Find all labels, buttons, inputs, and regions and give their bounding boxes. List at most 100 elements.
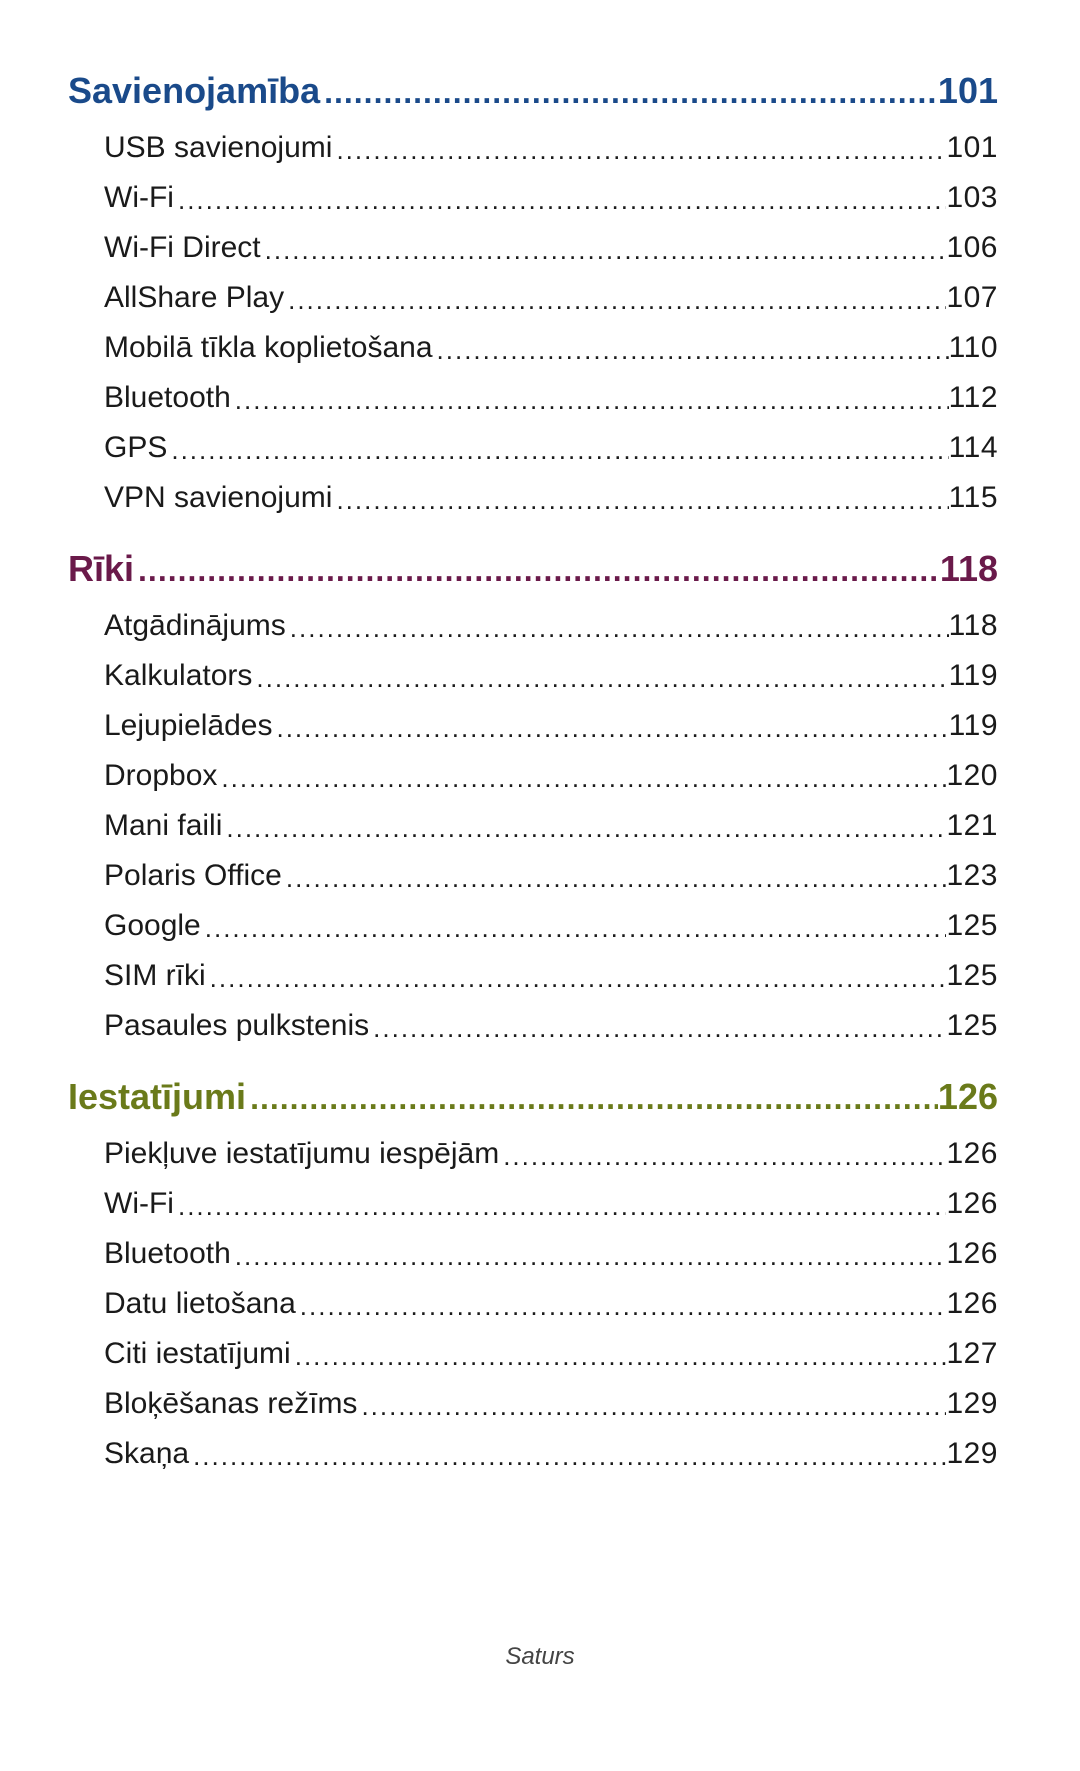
- sub-page: 127: [946, 1336, 998, 1372]
- sub-page: 119: [949, 658, 998, 694]
- sub-title: Pasaules pulkstenis: [104, 1008, 369, 1044]
- sub-title: GPS: [104, 430, 167, 466]
- leader-dots: ........................................…: [261, 235, 947, 266]
- toc-subitem[interactable]: GPS.....................................…: [104, 430, 998, 466]
- leader-dots: ........................................…: [357, 1391, 946, 1422]
- leader-dots: ........................................…: [291, 1341, 947, 1372]
- sub-page: 129: [946, 1436, 998, 1472]
- sub-page: 123: [946, 858, 998, 894]
- section-header[interactable]: Savienojamība...........................…: [68, 70, 998, 112]
- leader-dots: ........................................…: [222, 813, 946, 844]
- sub-title: Bluetooth: [104, 1236, 231, 1272]
- sub-page: 119: [949, 708, 998, 744]
- toc-subitem[interactable]: Lejupielādes............................…: [104, 708, 998, 744]
- toc-subitem[interactable]: Bluetooth...............................…: [104, 380, 998, 416]
- toc-subitem[interactable]: Wi-Fi...................................…: [104, 180, 998, 216]
- toc-subitem[interactable]: Dropbox.................................…: [104, 758, 998, 794]
- toc-subitem[interactable]: Piekļuve iestatījumu iespējām...........…: [104, 1136, 998, 1172]
- leader-dots: ........................................…: [134, 552, 940, 589]
- leader-dots: ........................................…: [201, 913, 947, 944]
- leader-dots: ........................................…: [174, 1191, 946, 1222]
- toc-subitem[interactable]: Skaņa...................................…: [104, 1436, 998, 1472]
- toc-subitem[interactable]: Wi-Fi...................................…: [104, 1186, 998, 1222]
- toc-subitem[interactable]: Mani faili..............................…: [104, 808, 998, 844]
- leader-dots: ........................................…: [174, 185, 946, 216]
- toc-subitem[interactable]: Bloķēšanas režīms.......................…: [104, 1386, 998, 1422]
- sub-title: Dropbox: [104, 758, 217, 794]
- sub-page: 112: [949, 380, 998, 416]
- sub-title: Google: [104, 908, 201, 944]
- leader-dots: ........................................…: [231, 385, 949, 416]
- sub-page: 126: [946, 1236, 998, 1272]
- sub-title: USB savienojumi: [104, 130, 332, 166]
- toc-subitem[interactable]: AllShare Play...........................…: [104, 280, 998, 316]
- sub-title: Wi-Fi Direct: [104, 230, 261, 266]
- leader-dots: ........................................…: [217, 763, 946, 794]
- section-header[interactable]: Iestatījumi.............................…: [68, 1076, 998, 1118]
- toc-subitem[interactable]: VPN savienojumi.........................…: [104, 480, 998, 516]
- sub-page: 106: [946, 230, 998, 266]
- sub-page: 125: [946, 958, 998, 994]
- sub-title: Datu lietošana: [104, 1286, 296, 1322]
- toc-subitem[interactable]: Bluetooth...............................…: [104, 1236, 998, 1272]
- sub-page: 115: [949, 480, 998, 516]
- leader-dots: ........................................…: [206, 963, 947, 994]
- toc-subitem[interactable]: SIM rīki................................…: [104, 958, 998, 994]
- toc-section: Rīki....................................…: [68, 548, 998, 1044]
- sub-page: 129: [946, 1386, 998, 1422]
- sub-title: Bluetooth: [104, 380, 231, 416]
- sub-page: 107: [946, 280, 998, 316]
- toc-subitem[interactable]: Atgādinājums............................…: [104, 608, 998, 644]
- sub-title: AllShare Play: [104, 280, 284, 316]
- toc-subitem[interactable]: Wi-Fi Direct............................…: [104, 230, 998, 266]
- toc-subitem[interactable]: Polaris Office..........................…: [104, 858, 998, 894]
- sub-title: Lejupielādes: [104, 708, 272, 744]
- sub-title: Bloķēšanas režīms: [104, 1386, 357, 1422]
- sub-title: Polaris Office: [104, 858, 282, 894]
- leader-dots: ........................................…: [231, 1241, 947, 1272]
- section-page: 118: [940, 548, 998, 590]
- sub-title: Mani faili: [104, 808, 222, 844]
- leader-dots: ........................................…: [433, 335, 949, 366]
- footer-label: Saturs: [0, 1643, 1080, 1671]
- sub-page: 114: [949, 430, 998, 466]
- toc-subitem[interactable]: Google..................................…: [104, 908, 998, 944]
- leader-dots: ........................................…: [282, 863, 947, 894]
- toc-subitem[interactable]: Kalkulators.............................…: [104, 658, 998, 694]
- leader-dots: ........................................…: [189, 1441, 946, 1472]
- toc-section: Savienojamība...........................…: [68, 70, 998, 516]
- toc-section: Iestatījumi.............................…: [68, 1076, 998, 1472]
- sub-page: 126: [946, 1186, 998, 1222]
- sub-page: 103: [946, 180, 998, 216]
- section-page: 101: [938, 70, 998, 112]
- sub-title: Skaņa: [104, 1436, 189, 1472]
- leader-dots: ........................................…: [284, 285, 946, 316]
- leader-dots: ........................................…: [246, 1080, 938, 1117]
- leader-dots: ........................................…: [320, 74, 938, 111]
- toc-subitem[interactable]: USB savienojumi.........................…: [104, 130, 998, 166]
- sub-page: 121: [946, 808, 998, 844]
- sub-page: 120: [946, 758, 998, 794]
- leader-dots: ........................................…: [252, 663, 948, 694]
- sub-title: Citi iestatījumi: [104, 1336, 291, 1372]
- sub-page: 125: [946, 908, 998, 944]
- sub-title: SIM rīki: [104, 958, 206, 994]
- toc-subitem[interactable]: Citi iestatījumi........................…: [104, 1336, 998, 1372]
- toc-subitem[interactable]: Mobilā tīkla koplietošana...............…: [104, 330, 998, 366]
- sub-title: VPN savienojumi: [104, 480, 332, 516]
- sub-title: Atgādinājums: [104, 608, 286, 644]
- leader-dots: ........................................…: [499, 1141, 946, 1172]
- toc-page: Savienojamība...........................…: [0, 0, 1080, 1472]
- toc-subitem[interactable]: Datu lietošana..........................…: [104, 1286, 998, 1322]
- section-page: 126: [938, 1076, 998, 1118]
- leader-dots: ........................................…: [296, 1291, 947, 1322]
- leader-dots: ........................................…: [167, 435, 948, 466]
- section-title: Rīki: [68, 548, 134, 590]
- sub-title: Kalkulators: [104, 658, 252, 694]
- sub-page: 101: [946, 130, 998, 166]
- sub-title: Wi-Fi: [104, 1186, 174, 1222]
- toc-subitem[interactable]: Pasaules pulkstenis.....................…: [104, 1008, 998, 1044]
- section-header[interactable]: Rīki....................................…: [68, 548, 998, 590]
- sub-title: Piekļuve iestatījumu iespējām: [104, 1136, 499, 1172]
- sub-title: Mobilā tīkla koplietošana: [104, 330, 433, 366]
